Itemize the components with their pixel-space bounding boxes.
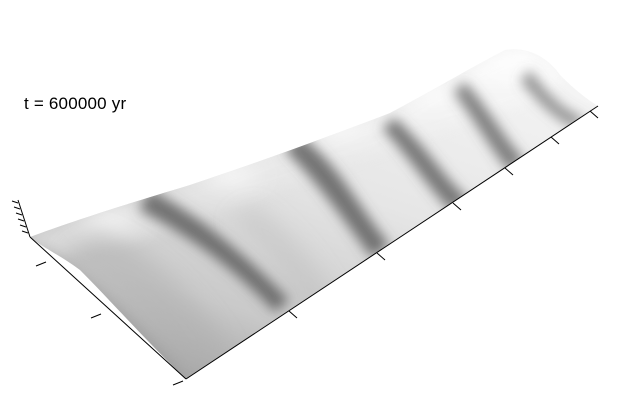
axis-vertical bbox=[17, 199, 31, 238]
valleys bbox=[138, 70, 585, 312]
axis-front-left bbox=[29, 236, 187, 380]
ticks-front-right bbox=[288, 110, 599, 319]
ticks-vertical bbox=[11, 200, 29, 234]
axes bbox=[11, 105, 599, 386]
time-label: t = 600000 yr bbox=[24, 94, 127, 113]
ticks-front-left bbox=[35, 261, 184, 386]
axis-front-right bbox=[185, 105, 599, 380]
